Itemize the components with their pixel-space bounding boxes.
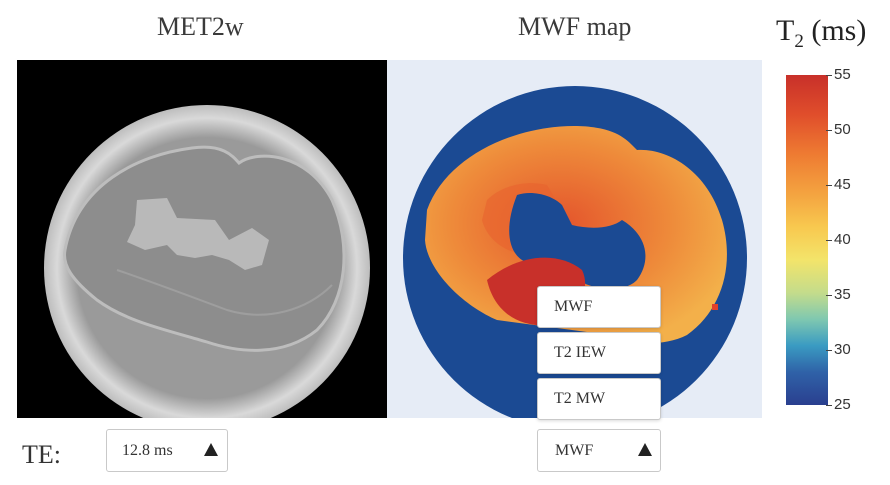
met2w-title: MET2w [157, 12, 244, 41]
colorbar-title-sub: 2 [794, 31, 804, 52]
colorbar-tick-label: 45 [834, 176, 851, 193]
mwf-map-title: MWF map [518, 12, 632, 41]
caret-up-icon [204, 443, 218, 456]
te-select[interactable]: 12.8 ms [106, 429, 228, 472]
map-option-t2-iew[interactable]: T2 IEW [537, 332, 661, 374]
colorbar-tick [826, 130, 832, 131]
te-select-value: 12.8 ms [122, 441, 173, 459]
colorbar-title-unit: (ms) [803, 14, 867, 47]
colorbar-tick-label: 25 [834, 396, 851, 413]
colorbar-title-main: T [776, 14, 795, 47]
colorbar-tick-label: 50 [834, 121, 851, 138]
t2-colorbar [786, 75, 828, 405]
map-select-value: MWF [555, 441, 594, 459]
colorbar-tick-label: 40 [834, 231, 851, 248]
met2w-image[interactable] [17, 60, 387, 418]
colorbar-tick-label: 55 [834, 66, 851, 83]
caret-up-icon [638, 443, 652, 456]
colorbar-tick-label: 30 [834, 341, 851, 358]
map-option-mwf[interactable]: MWF [537, 286, 661, 328]
colorbar-tick [826, 350, 832, 351]
colorbar-tick [826, 240, 832, 241]
map-select[interactable]: MWF [537, 429, 661, 472]
map-option-t2-mw[interactable]: T2 MW [537, 378, 661, 420]
colorbar-tick [826, 185, 832, 186]
colorbar-tick [826, 405, 832, 406]
colorbar-tick [826, 75, 832, 76]
te-label: TE: [22, 440, 61, 469]
colorbar-tick [826, 295, 832, 296]
colorbar-title: T2 (ms) [776, 14, 866, 53]
colorbar-tick-label: 35 [834, 286, 851, 303]
